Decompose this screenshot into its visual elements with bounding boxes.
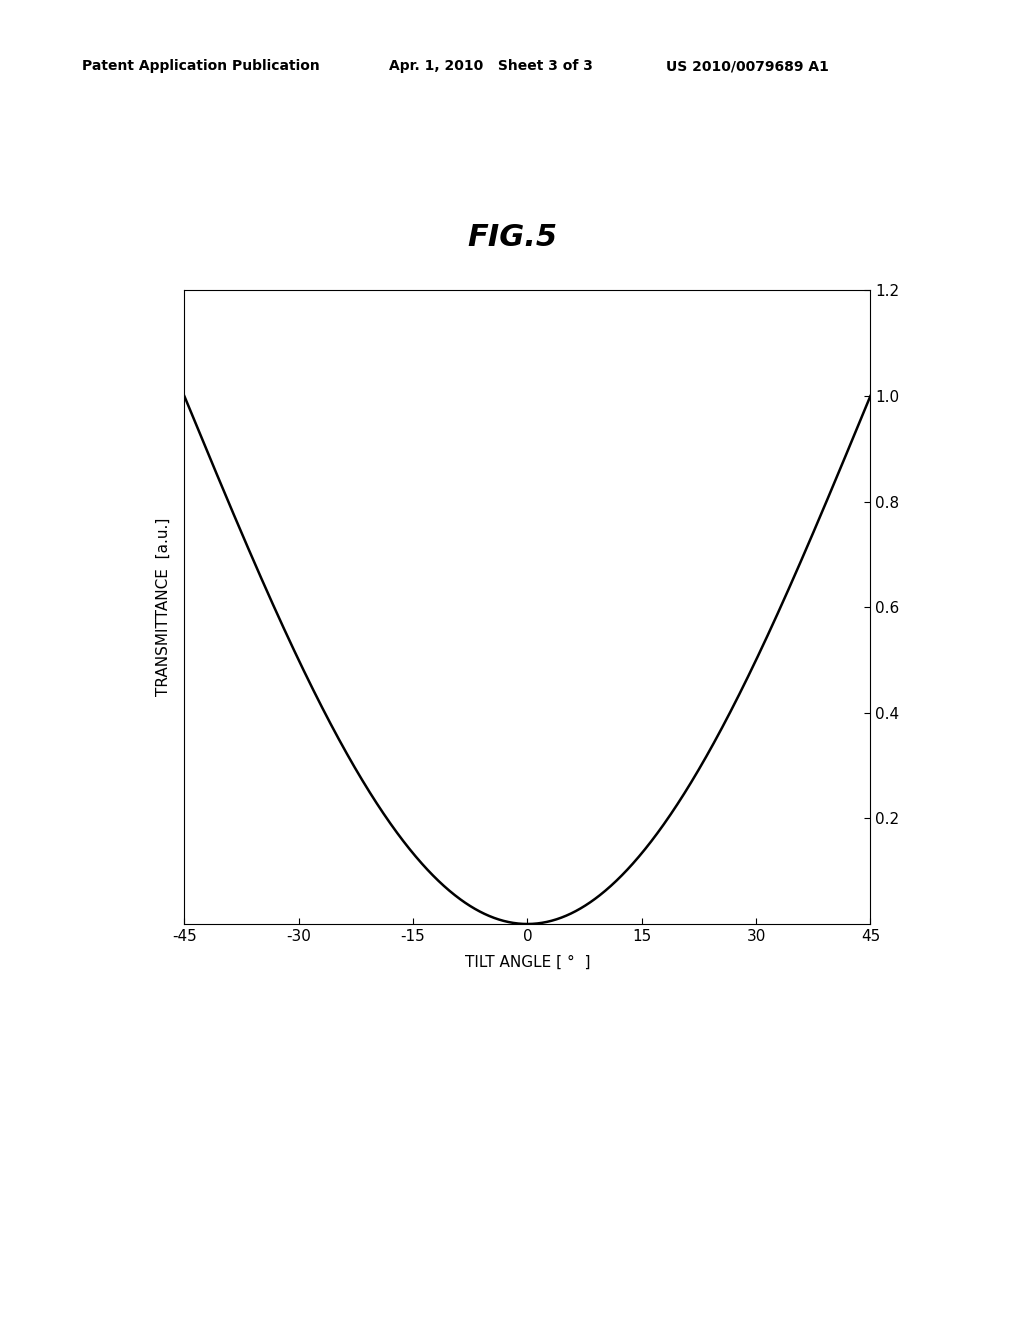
- Text: US 2010/0079689 A1: US 2010/0079689 A1: [666, 59, 828, 74]
- Text: FIG.5: FIG.5: [467, 223, 557, 252]
- Text: Patent Application Publication: Patent Application Publication: [82, 59, 319, 74]
- Y-axis label: TRANSMITTANCE  [a.u.]: TRANSMITTANCE [a.u.]: [156, 517, 170, 697]
- X-axis label: TILT ANGLE [ °  ]: TILT ANGLE [ ° ]: [465, 954, 590, 970]
- Text: Apr. 1, 2010   Sheet 3 of 3: Apr. 1, 2010 Sheet 3 of 3: [389, 59, 593, 74]
